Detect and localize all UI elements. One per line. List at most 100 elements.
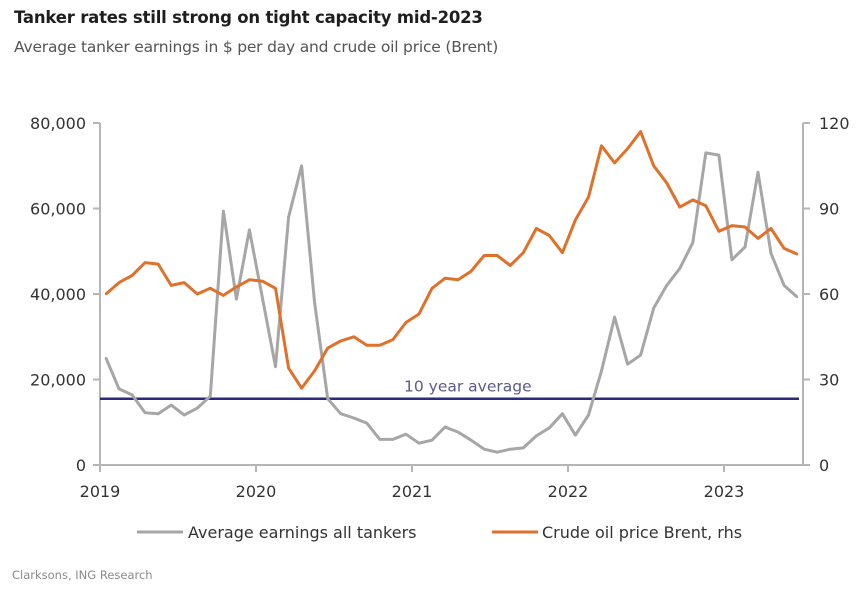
- right-axis-tick-label: 90: [819, 200, 839, 219]
- data-point-average-earnings: [613, 315, 616, 319]
- data-point-brent-price: [587, 195, 590, 199]
- axes: [93, 122, 810, 472]
- data-point-average-earnings: [352, 416, 355, 420]
- data-point-brent-price: [769, 227, 773, 230]
- data-point-average-earnings: [587, 413, 590, 417]
- data-point-brent-price: [248, 278, 251, 281]
- data-point-average-earnings: [509, 448, 512, 451]
- x-axis-tick-label: 2022: [548, 482, 589, 501]
- data-point-brent-price: [730, 224, 734, 227]
- data-point-brent-price: [326, 346, 329, 350]
- data-point-brent-price: [522, 251, 525, 254]
- chart-title: Tanker rates still strong on tight capac…: [14, 8, 483, 27]
- data-point-average-earnings: [274, 365, 277, 368]
- data-point-brent-price: [548, 234, 551, 237]
- data-point-brent-price: [496, 254, 499, 257]
- data-point-brent-price: [117, 281, 121, 284]
- data-point-brent-price: [561, 251, 564, 254]
- data-point-average-earnings: [652, 306, 655, 310]
- data-point-average-earnings: [456, 430, 460, 434]
- data-point-brent-price: [183, 281, 186, 284]
- data-point-average-earnings: [117, 387, 121, 391]
- right-axis-tick-label: 60: [819, 285, 839, 304]
- data-point-average-earnings: [469, 439, 473, 442]
- data-point-average-earnings: [691, 241, 694, 244]
- data-point-brent-price: [430, 287, 434, 290]
- data-point-average-earnings: [170, 403, 173, 407]
- data-point-average-earnings: [326, 397, 329, 400]
- data-point-brent-price: [261, 280, 264, 283]
- ten-year-average-label: 10 year average: [404, 378, 532, 396]
- data-point-brent-price: [717, 230, 721, 233]
- data-point-average-earnings: [404, 433, 408, 436]
- data-point-average-earnings: [104, 356, 108, 360]
- data-point-average-earnings: [626, 362, 629, 366]
- data-point-brent-price: [509, 264, 512, 267]
- data-point-brent-price: [274, 287, 277, 290]
- data-point-brent-price: [535, 227, 538, 230]
- data-point-average-earnings: [717, 153, 721, 157]
- data-point-brent-price: [691, 198, 694, 202]
- data-point-brent-price: [483, 254, 486, 257]
- data-point-average-earnings: [157, 412, 160, 415]
- data-point-brent-price: [235, 285, 238, 289]
- data-point-brent-price: [104, 292, 108, 296]
- data-point-average-earnings: [313, 301, 316, 304]
- data-point-brent-price: [339, 339, 342, 343]
- data-point-brent-price: [300, 386, 303, 390]
- legend: Average earnings all tankers Crude oil p…: [137, 523, 742, 542]
- data-point-average-earnings: [430, 439, 434, 442]
- data-point-brent-price: [704, 204, 707, 207]
- data-point-brent-price: [469, 270, 473, 273]
- data-point-average-earnings: [248, 228, 251, 232]
- data-point-brent-price: [287, 366, 290, 370]
- x-axis-tick-label: 2020: [236, 482, 277, 501]
- data-point-average-earnings: [496, 451, 499, 454]
- data-point-average-earnings: [365, 421, 368, 425]
- data-point-average-earnings: [795, 295, 799, 299]
- data-point-average-earnings: [483, 448, 486, 451]
- data-point-average-earnings: [209, 395, 212, 398]
- data-point-average-earnings: [130, 393, 134, 397]
- data-point-brent-price: [574, 218, 577, 222]
- data-point-brent-price: [378, 344, 381, 347]
- data-point-brent-price: [782, 247, 786, 250]
- data-point-brent-price: [222, 294, 225, 297]
- data-point-brent-price: [795, 252, 799, 256]
- data-point-average-earnings: [756, 171, 760, 174]
- data-point-brent-price: [443, 277, 447, 280]
- x-axis-tick-label: 2021: [392, 482, 433, 501]
- data-point-average-earnings: [143, 411, 147, 414]
- data-point-brent-price: [130, 274, 134, 277]
- data-point-brent-price: [143, 261, 147, 264]
- data-point-average-earnings: [261, 297, 264, 300]
- right-axis-tick-label: 30: [819, 371, 839, 390]
- data-point-average-earnings: [730, 258, 734, 261]
- data-point-brent-price: [600, 144, 603, 147]
- data-point-average-earnings: [183, 413, 186, 417]
- data-points: [104, 130, 799, 454]
- data-point-brent-price: [157, 262, 160, 266]
- right-axis-tick-label: 0: [819, 456, 829, 475]
- x-axis-tick-label: 2023: [704, 482, 745, 501]
- data-point-average-earnings: [665, 284, 668, 287]
- legend-label-brent-price: Crude oil price Brent, rhs: [542, 523, 742, 542]
- data-point-average-earnings: [417, 442, 421, 445]
- data-point-average-earnings: [378, 438, 381, 441]
- data-point-average-earnings: [196, 406, 199, 410]
- data-point-brent-price: [613, 161, 616, 165]
- data-point-average-earnings: [391, 438, 395, 441]
- data-point-average-earnings: [548, 426, 551, 429]
- data-point-brent-price: [639, 130, 642, 133]
- left-axis-tick-label: 80,000: [30, 114, 86, 133]
- data-point-average-earnings: [561, 412, 564, 415]
- tick-labels: 0 20,000 40,000 60,000 80,000 0 30 60 90 120 2019 2…: [30, 114, 850, 501]
- data-point-brent-price: [404, 321, 408, 324]
- data-point-average-earnings: [287, 215, 290, 219]
- data-point-average-earnings: [678, 267, 681, 270]
- legend-label-average-earnings: Average earnings all tankers: [188, 523, 417, 542]
- series-line-brent-price: [105, 130, 798, 390]
- data-point-brent-price: [352, 335, 355, 338]
- right-axis-tick-label: 120: [819, 114, 850, 133]
